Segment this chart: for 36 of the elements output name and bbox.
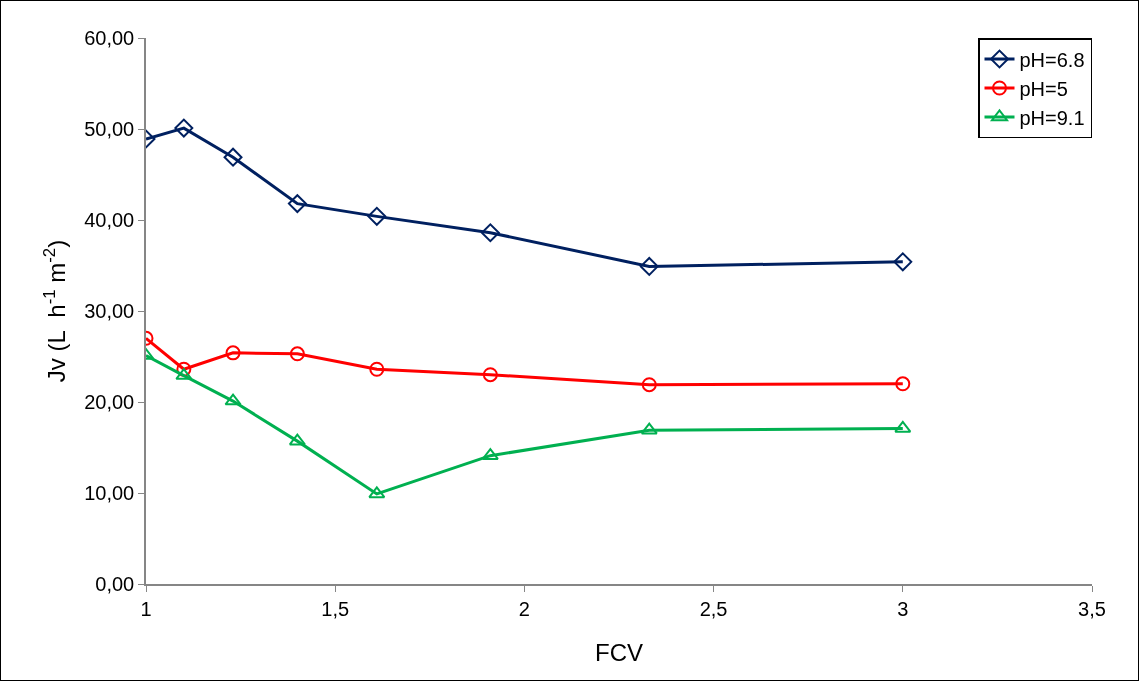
x-tick-label: 1,5 xyxy=(321,597,350,620)
x-axis-title: FCV xyxy=(595,638,643,666)
y-tick-label: 10,00 xyxy=(84,482,135,504)
point xyxy=(893,252,913,272)
point xyxy=(224,393,242,406)
point xyxy=(369,361,385,377)
y-tick-label: 0,00 xyxy=(95,573,135,595)
point xyxy=(287,194,307,214)
point xyxy=(176,361,192,377)
point xyxy=(288,433,306,446)
point xyxy=(480,223,500,243)
y-tick-label: 40,00 xyxy=(84,209,135,231)
point xyxy=(640,422,658,435)
point xyxy=(367,206,387,226)
legend-label: pH=9.1 xyxy=(1019,106,1085,129)
point xyxy=(895,376,911,392)
x-tick-label: 3 xyxy=(897,597,909,620)
y-tick-label: 20,00 xyxy=(84,391,135,413)
point xyxy=(174,118,194,138)
legend-label: pH=6.8 xyxy=(1019,48,1085,71)
y-tick-label: 30,00 xyxy=(84,300,135,322)
point xyxy=(641,377,657,393)
y-tick-label: 50,00 xyxy=(84,118,135,140)
point xyxy=(289,346,305,362)
x-tick-label: 2,5 xyxy=(699,597,728,620)
point xyxy=(225,345,241,361)
point xyxy=(894,420,912,433)
x-tick-label: 1 xyxy=(140,597,152,620)
point xyxy=(639,256,659,276)
y-tick-label: 60,00 xyxy=(84,27,135,49)
x-tick-label: 3,5 xyxy=(1078,597,1106,620)
point xyxy=(368,486,386,499)
point xyxy=(482,367,498,383)
x-tick-label: 2 xyxy=(518,597,530,620)
legend-label: pH=5 xyxy=(1019,77,1068,100)
point xyxy=(223,147,243,167)
